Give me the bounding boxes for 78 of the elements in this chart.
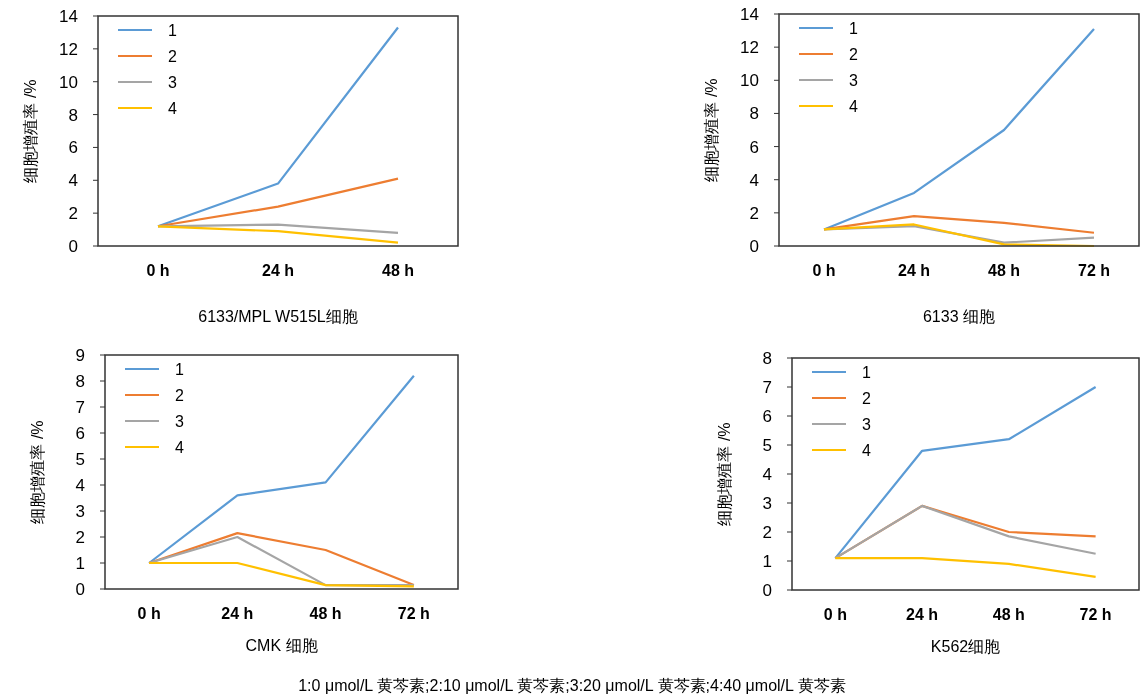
y-tick-label: 4 [68, 171, 78, 191]
legend-label: 1 [862, 363, 871, 381]
legend-label: 2 [168, 47, 177, 65]
y-tick-label: 3 [762, 493, 772, 513]
x-tick-label: 0 h [812, 262, 836, 279]
y-tick-label: 7 [75, 397, 85, 417]
legend-label: 2 [175, 386, 184, 404]
y-tick-label: 0 [68, 236, 78, 256]
y-tick-label: 14 [59, 6, 78, 26]
x-tick-label: 48 h [309, 605, 342, 622]
x-tick-label: 0 h [146, 262, 170, 279]
y-tick-label: 4 [749, 170, 759, 190]
legend-label: 1 [175, 360, 184, 378]
x-tick-label: 0 h [823, 606, 847, 623]
x-tick-label: 72 h [397, 605, 430, 622]
y-tick-label: 1 [75, 553, 85, 573]
legend-label: 4 [175, 438, 184, 456]
y-tick-label: 2 [762, 522, 772, 542]
y-tick-label: 12 [740, 38, 759, 58]
legend-label: 1 [849, 19, 858, 37]
y-axis-title: 细胞增殖率 /% [703, 78, 720, 182]
x-axis-title: 6133 细胞 [922, 308, 996, 325]
y-tick-label: 14 [740, 4, 759, 24]
x-tick-label: 48 h [992, 606, 1025, 623]
legend-label: 4 [168, 99, 177, 117]
y-tick-label: 3 [75, 501, 85, 521]
line-series [834, 385, 1097, 560]
y-tick-label: 5 [762, 435, 772, 455]
legend-label: 3 [862, 415, 871, 433]
x-axis-title: 6133/MPL W515L细胞 [198, 308, 358, 325]
y-tick-label: 0 [749, 236, 759, 256]
x-tick-label: 24 h [897, 262, 931, 279]
y-tick-label: 7 [762, 377, 772, 397]
x-axis-title: K562细胞 [930, 638, 1001, 655]
y-tick-label: 6 [749, 137, 759, 157]
x-tick-label: 24 h [221, 605, 254, 622]
y-tick-label: 2 [68, 204, 78, 224]
legend-label: 4 [862, 441, 871, 459]
x-tick-label: 48 h [381, 262, 415, 279]
y-tick-label: 0 [762, 580, 772, 600]
y-tick-label: 0 [75, 579, 85, 599]
y-axis-title: 细胞增殖率 /% [716, 422, 733, 526]
y-axis-title: 细胞增殖率 /% [29, 420, 46, 524]
text: 1:0 μmol/L 黄芩素;2:10 μmol/L 黄芩素;3:20 μmol/L 黄芩素;4:40 μmol/L 黄芩素 [298, 677, 846, 694]
legend-label: 3 [175, 412, 184, 430]
y-tick-label: 4 [762, 464, 772, 484]
y-tick-label: 2 [75, 527, 85, 547]
x-tick-label: 0 h [137, 605, 161, 622]
y-tick-label: 1 [762, 551, 772, 571]
legend-label: 3 [168, 73, 177, 91]
x-tick-label: 48 h [987, 262, 1021, 279]
legend-label: 2 [862, 389, 871, 407]
x-tick-label: 24 h [261, 262, 295, 279]
y-tick-label: 6 [75, 423, 85, 443]
y-tick-label: 8 [762, 348, 772, 368]
legend-label: 3 [849, 71, 858, 89]
y-tick-label: 9 [75, 345, 85, 365]
legend-label: 4 [849, 97, 858, 115]
y-tick-label: 8 [68, 105, 78, 125]
y-tick-label: 2 [749, 203, 759, 223]
x-tick-label: 24 h [906, 606, 939, 623]
y-axis-title: 细胞增殖率 /% [22, 79, 39, 183]
legend-label: 2 [849, 45, 858, 63]
y-tick-label: 10 [59, 72, 78, 92]
x-tick-label: 72 h [1079, 606, 1112, 623]
y-tick-label: 8 [749, 104, 759, 124]
legend-label: 1 [168, 21, 177, 39]
x-tick-label: 72 h [1077, 262, 1111, 279]
y-tick-label: 8 [75, 371, 85, 391]
y-tick-label: 4 [75, 475, 85, 495]
line-series [148, 374, 415, 565]
line-series [834, 504, 1097, 560]
y-tick-label: 6 [68, 138, 78, 158]
y-tick-label: 10 [740, 71, 759, 91]
y-tick-label: 12 [59, 39, 78, 59]
x-axis-title: CMK 细胞 [245, 637, 318, 654]
y-tick-label: 5 [75, 449, 85, 469]
y-tick-label: 6 [762, 406, 772, 426]
